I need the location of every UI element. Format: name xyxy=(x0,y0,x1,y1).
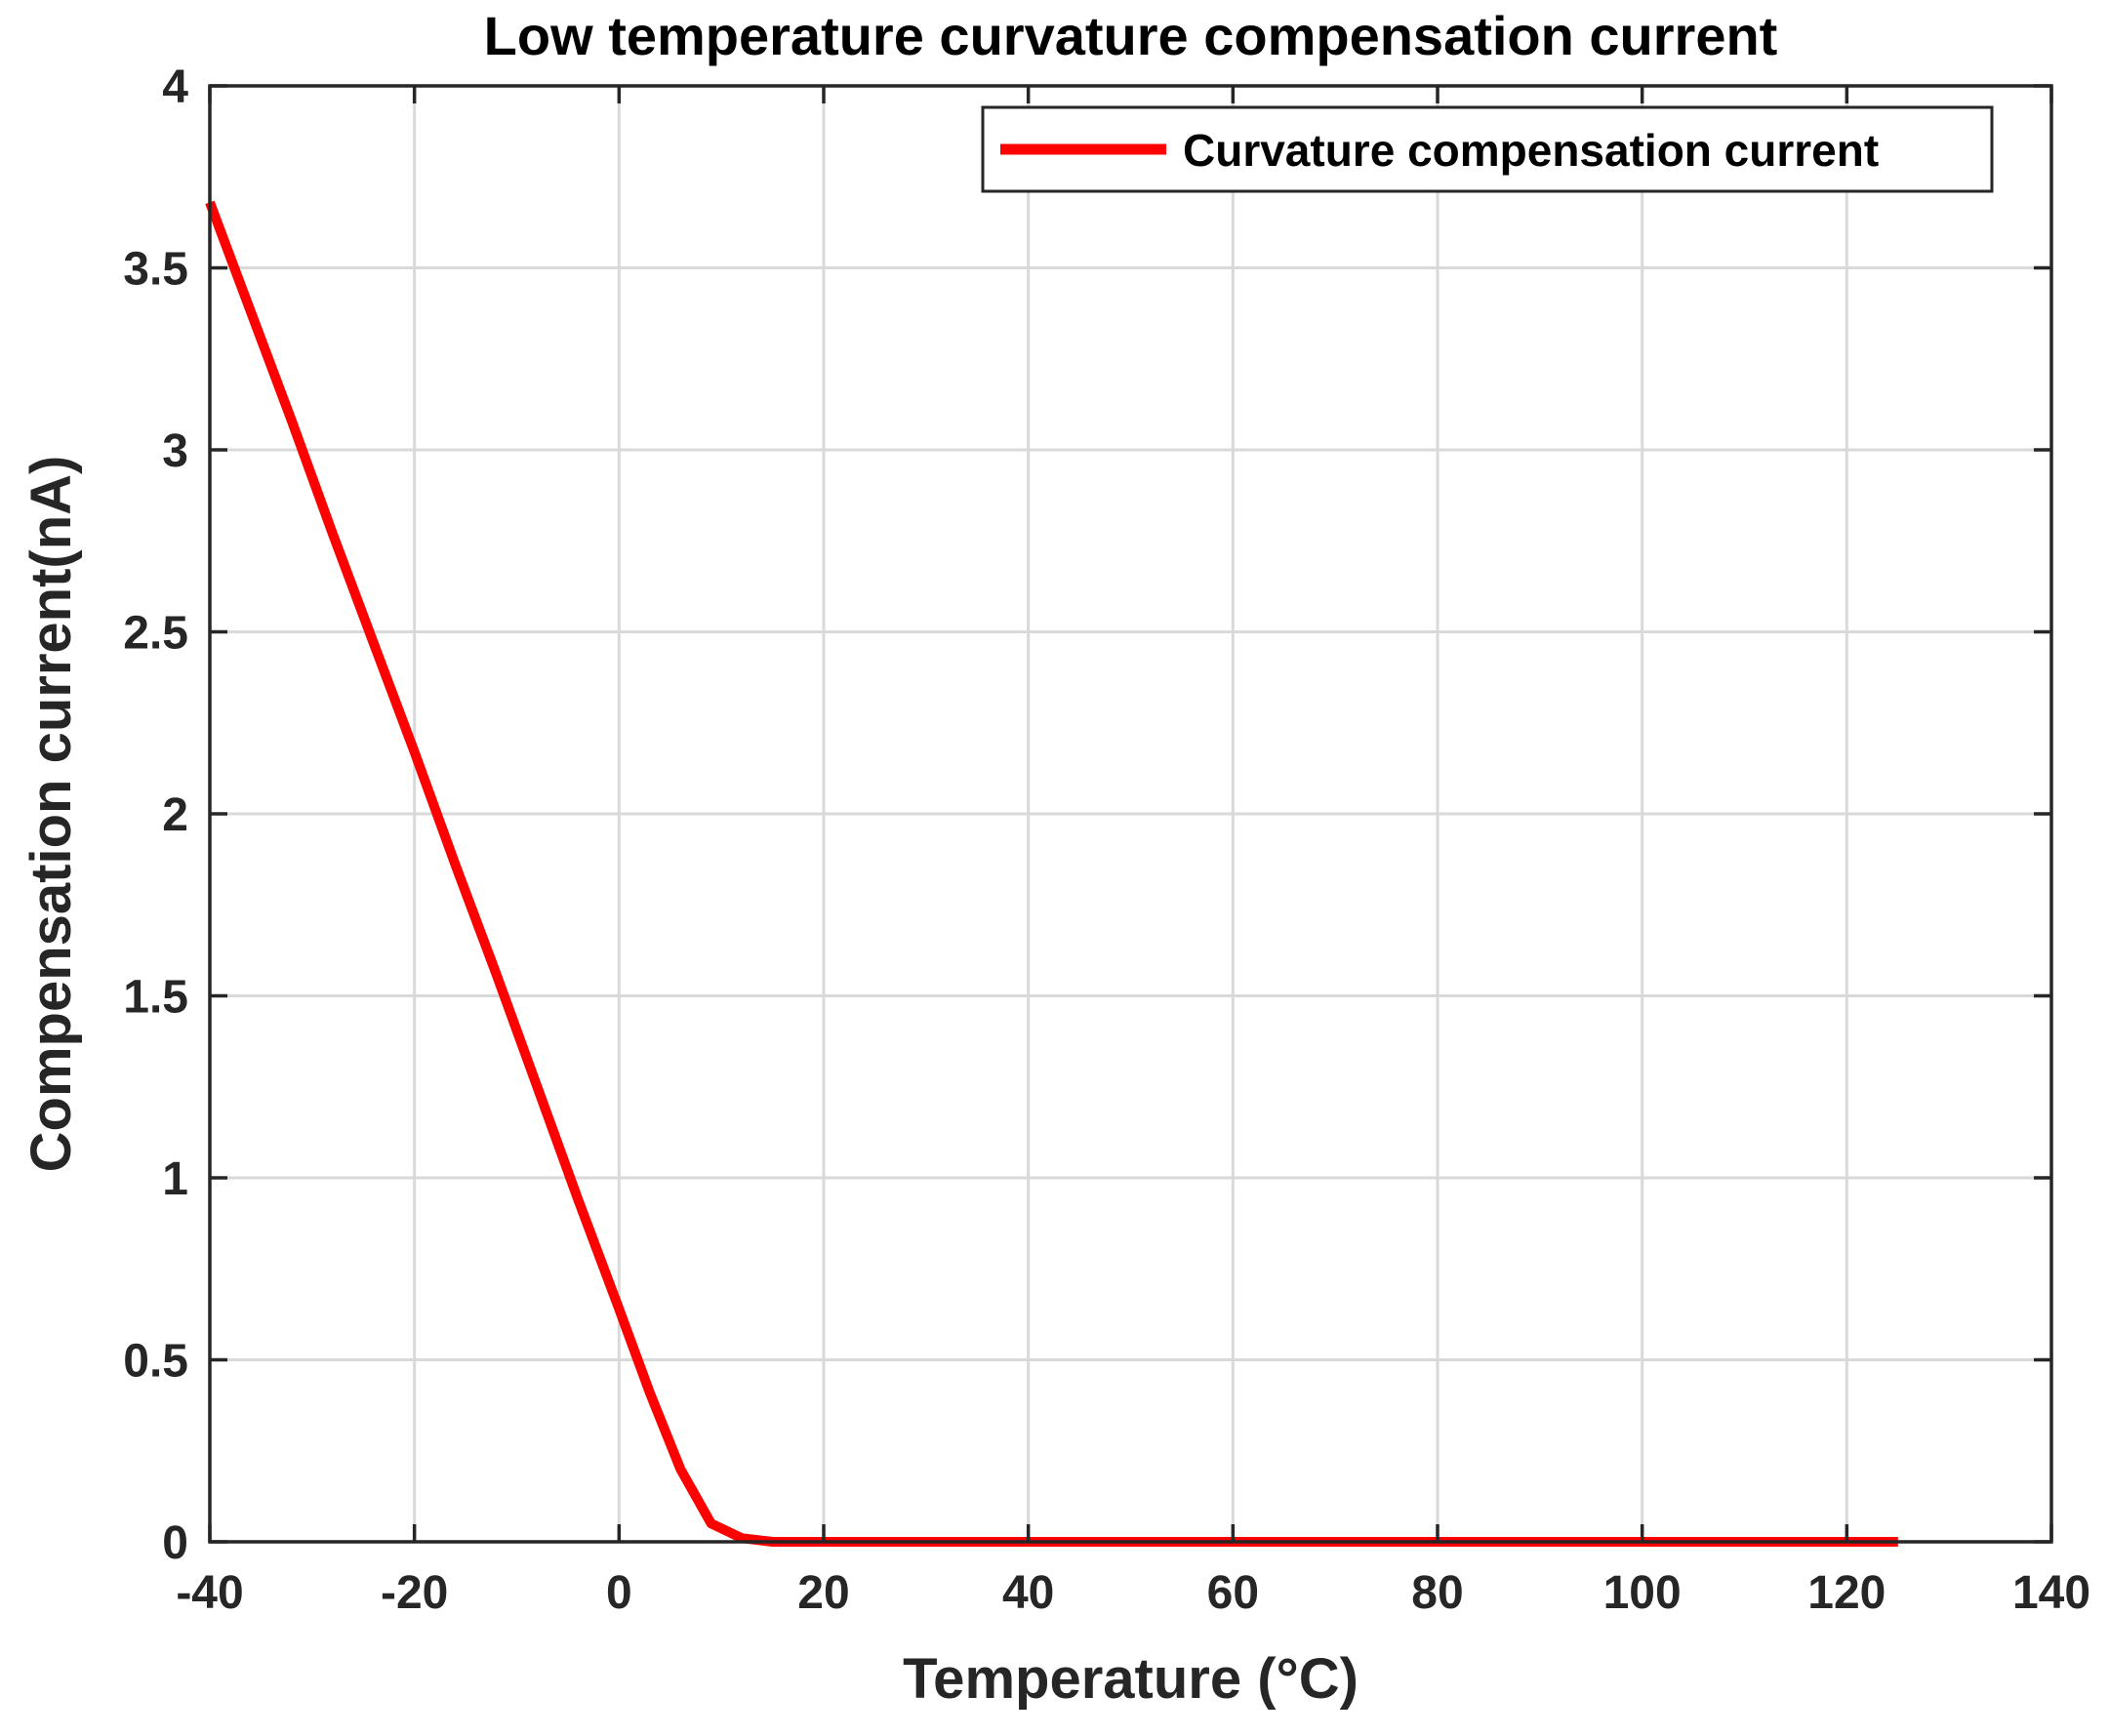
x-tick-label: -40 xyxy=(176,1567,243,1619)
x-tick-label: 40 xyxy=(1002,1567,1054,1619)
y-tick-label: 0.5 xyxy=(123,1336,188,1388)
y-tick-label: 3 xyxy=(162,425,188,477)
x-tick-label: 20 xyxy=(797,1567,849,1619)
x-tick-label: 120 xyxy=(1807,1567,1886,1619)
x-tick-label: -20 xyxy=(381,1567,448,1619)
legend-label: Curvature compensation current xyxy=(1183,125,1879,176)
y-axis-label: Compensation current(nA) xyxy=(20,456,83,1173)
x-axis-label: Temperature (°C) xyxy=(903,1647,1359,1711)
ticks xyxy=(208,84,2053,1544)
y-tick-label: 3.5 xyxy=(123,244,188,296)
y-tick-label: 2.5 xyxy=(123,608,188,660)
series-line xyxy=(205,200,1898,1547)
y-tick-label: 1.5 xyxy=(123,972,188,1024)
y-tick-label: 1 xyxy=(162,1153,188,1205)
x-tick-labels: -40 -20 0 20 40 60 80 100 120 140 xyxy=(176,1567,2090,1619)
x-tick-label: 80 xyxy=(1411,1567,1463,1619)
y-tick-labels: 0 0.5 1 1.5 2 2.5 3 3.5 4 xyxy=(123,61,188,1569)
grid xyxy=(208,84,2053,1544)
y-tick-label: 0 xyxy=(162,1517,188,1569)
x-tick-label: 60 xyxy=(1207,1567,1259,1619)
y-tick-label: 4 xyxy=(162,61,188,113)
x-tick-label: 0 xyxy=(606,1567,632,1619)
legend: Curvature compensation current xyxy=(981,105,1994,193)
series-layer xyxy=(205,200,1898,1547)
y-tick-label: 2 xyxy=(162,789,188,841)
x-tick-label: 100 xyxy=(1603,1567,1682,1619)
x-tick-label: 140 xyxy=(2012,1567,2090,1619)
chart-title: Low temperature curvature compensation c… xyxy=(484,5,1778,66)
